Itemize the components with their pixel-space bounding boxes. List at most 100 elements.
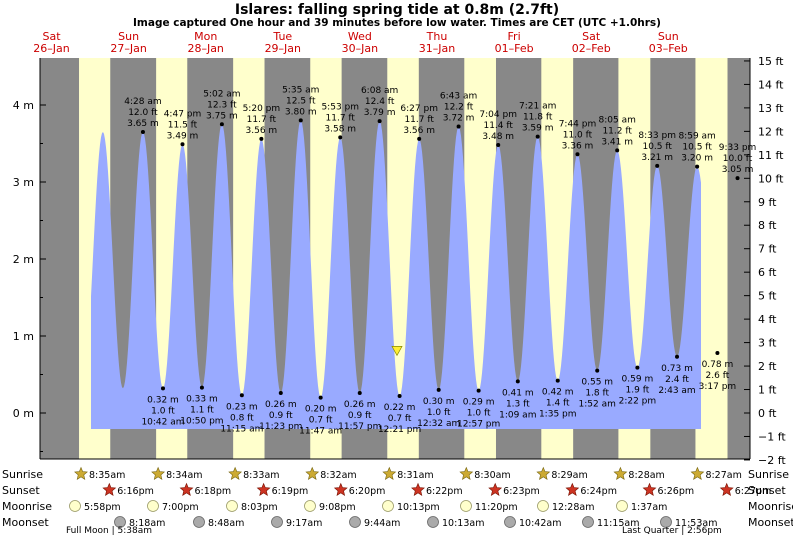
- sunrise-star-icon: [690, 466, 705, 480]
- high-tide-m: 3.79 m: [364, 108, 396, 118]
- high-tide-time: 6:08 am: [361, 86, 398, 96]
- high-tide-point: [180, 142, 185, 147]
- high-tide-m: 3.21 m: [641, 153, 673, 163]
- left-tick-label: 1 m: [13, 330, 34, 343]
- right-tick-label: 8 ft: [758, 219, 777, 232]
- day-name: Sat: [42, 30, 61, 43]
- low-tide-ft: 2.6 ft: [706, 371, 730, 381]
- low-tide-time: 1:52 am: [579, 400, 616, 410]
- sunset-star-icon: [411, 482, 425, 496]
- low-tide-point: [436, 387, 441, 392]
- low-tide-time: 11:57 pm: [338, 422, 381, 432]
- high-tide-point: [575, 152, 580, 157]
- sunrise-star-icon: [459, 466, 474, 480]
- day-name: Sat: [582, 30, 601, 43]
- low-tide-ft: 1.4 ft: [546, 399, 570, 409]
- moonset-icon: [349, 516, 361, 528]
- low-tide-point: [239, 393, 244, 398]
- high-tide-time: 9:33 pm: [719, 143, 757, 153]
- low-tide-m: 0.42 m: [542, 388, 574, 398]
- high-tide-ft: 12.5 ft: [286, 96, 316, 106]
- sunrise-time: 8:32am: [320, 470, 356, 481]
- sunrise-time: 8:35am: [89, 470, 125, 481]
- sunset-row-label-left: Sunset: [2, 484, 40, 497]
- sunrise-star-icon: [151, 466, 166, 480]
- high-tide-m: 3.41 m: [601, 137, 633, 147]
- right-tick-label: −2 ft: [758, 454, 786, 467]
- sunset-star-icon: [719, 482, 734, 496]
- sunrise-star-icon: [74, 466, 88, 480]
- low-tide-time: 2:22 pm: [619, 397, 657, 407]
- high-tide-point: [535, 134, 540, 139]
- sunset-time: 6:24pm: [580, 486, 617, 497]
- right-tick-label: 3 ft: [758, 337, 777, 350]
- moonset-time: 11:15am: [597, 518, 639, 529]
- right-tick-label: 13 ft: [758, 102, 784, 115]
- low-tide-ft: 0.9 ft: [269, 411, 293, 421]
- high-tide-m: 3.58 m: [324, 124, 356, 134]
- low-tide-point: [555, 378, 560, 383]
- low-tide-m: 0.32 m: [147, 395, 179, 405]
- sunrise-row-label-left: Sunrise: [2, 468, 43, 481]
- low-tide-time: 10:50 pm: [180, 417, 223, 427]
- moonset-icon: [271, 516, 283, 528]
- high-tide-time: 7:21 am: [519, 102, 556, 112]
- low-tide-m: 0.29 m: [463, 398, 495, 408]
- moonrise-icon: [69, 500, 81, 512]
- low-tide-m: 0.59 m: [622, 375, 654, 385]
- sunrise-star-icon: [382, 466, 397, 480]
- tide-area: [91, 120, 701, 429]
- low-tide-point: [357, 390, 362, 395]
- low-tide-ft: 0.9 ft: [348, 411, 372, 421]
- moonrise-icon: [147, 500, 159, 512]
- high-tide-m: 3.59 m: [522, 124, 554, 134]
- moonset-time: 8:18am: [129, 518, 165, 529]
- sunrise-star-icon: [305, 466, 320, 480]
- sunrise-time: 8:28am: [628, 470, 664, 481]
- right-tick-label: −1 ft: [758, 430, 786, 443]
- current-level-triangle: [391, 346, 403, 357]
- astronomy-rows: Sunrise Sunrise Sunset Sunset Moonrise Moonri…: [2, 466, 793, 536]
- right-tick-label: 14 ft: [758, 78, 784, 91]
- day-name: Wed: [348, 30, 372, 43]
- moonset-icon: [660, 516, 672, 528]
- high-tide-ft: 12.2 ft: [444, 103, 474, 113]
- sunrise-time: 8:31am: [397, 470, 433, 481]
- right-tick-label: 4 ft: [758, 313, 777, 326]
- high-tide-ft: 11.7 ft: [247, 115, 277, 125]
- sunrise-time: 8:29am: [551, 470, 587, 481]
- high-tide-point: [219, 122, 224, 127]
- chart-title: Islares: falling spring tide at 0.8m (2.…: [235, 2, 559, 18]
- moonset-time: 8:48am: [208, 518, 244, 529]
- day-headers: Sat26–JanSun27–JanMon28–JanTue29–JanWed3…: [33, 30, 688, 55]
- low-tide-m: 0.78 m: [702, 360, 734, 370]
- high-tide-m: 3.72 m: [443, 114, 475, 124]
- day-name: Mon: [194, 30, 217, 43]
- high-tide-time: 5:53 pm: [321, 102, 359, 112]
- sunset-time: 6:23pm: [503, 486, 540, 497]
- sunrise-star-icon: [228, 466, 243, 480]
- right-tick-label: 9 ft: [758, 196, 777, 209]
- low-tide-ft: 0.8 ft: [230, 413, 254, 423]
- high-tide-ft: 11.2 ft: [602, 126, 632, 136]
- chart-subtitle: Image captured One hour and 39 minutes b…: [133, 17, 661, 29]
- moonrise-icon: [226, 500, 238, 512]
- right-tick-label: 0 ft: [758, 407, 777, 420]
- moonrise-icon: [616, 500, 628, 512]
- low-tide-point: [675, 354, 680, 359]
- high-tide-m: 3.56 m: [246, 126, 278, 136]
- high-tide-m: 3.75 m: [206, 111, 238, 121]
- last-quarter-label: Last Quarter | 2:56pm: [622, 526, 722, 536]
- high-tide-ft: 12.4 ft: [365, 97, 395, 107]
- axis-ticks: 0 m 1 m 2 m 3 m 4 m −2 ft −1 ft 0 ft 1 ft 2 ft 3 f…: [13, 55, 787, 467]
- low-tide-point: [515, 379, 520, 384]
- high-tide-point: [417, 136, 422, 141]
- moonset-icon: [504, 516, 516, 528]
- moonrise-time: 9:08pm: [319, 502, 356, 513]
- day-date: 27–Jan: [110, 42, 146, 55]
- day-date: 29–Jan: [265, 42, 301, 55]
- low-tide-m: 0.26 m: [265, 400, 297, 410]
- moonrise-icon: [382, 500, 394, 512]
- high-tide-ft: 12.0 ft: [128, 108, 158, 118]
- low-tide-m: 0.20 m: [305, 405, 337, 415]
